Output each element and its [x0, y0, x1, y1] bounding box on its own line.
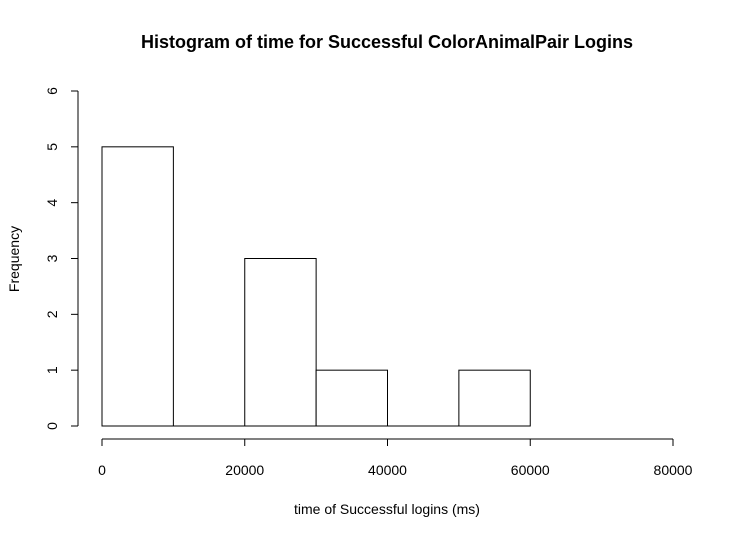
histogram-bar-0 — [101, 146, 174, 427]
y-axis: 0 1 2 3 4 5 6 — [44, 87, 79, 430]
y-tick-label-4: 4 — [44, 199, 60, 207]
histogram-bar-5 — [458, 369, 531, 427]
y-tick-label-6: 6 — [44, 87, 60, 95]
y-tick-label-2: 2 — [44, 310, 60, 318]
histogram-bar-2 — [244, 258, 317, 427]
x-tick-label-1: 20000 — [225, 462, 264, 478]
y-tick-label-1: 1 — [44, 366, 60, 374]
y-tick-label-0: 0 — [44, 422, 60, 430]
y-tick-label-3: 3 — [44, 254, 60, 262]
chart-title: Histogram of time for Successful ColorAn… — [141, 32, 633, 52]
x-tick-label-3: 60000 — [511, 462, 550, 478]
x-tick-label-0: 0 — [98, 462, 106, 478]
bars-group — [101, 146, 531, 427]
x-axis: 0 20000 40000 60000 80000 — [98, 438, 693, 478]
x-axis-label: time of Successful logins (ms) — [294, 501, 480, 517]
y-tick-label-5: 5 — [44, 143, 60, 151]
y-axis-label: Frequency — [6, 226, 22, 292]
x-tick-label-2: 40000 — [368, 462, 407, 478]
histogram-bar-3 — [315, 369, 388, 427]
x-tick-label-4: 80000 — [654, 462, 693, 478]
